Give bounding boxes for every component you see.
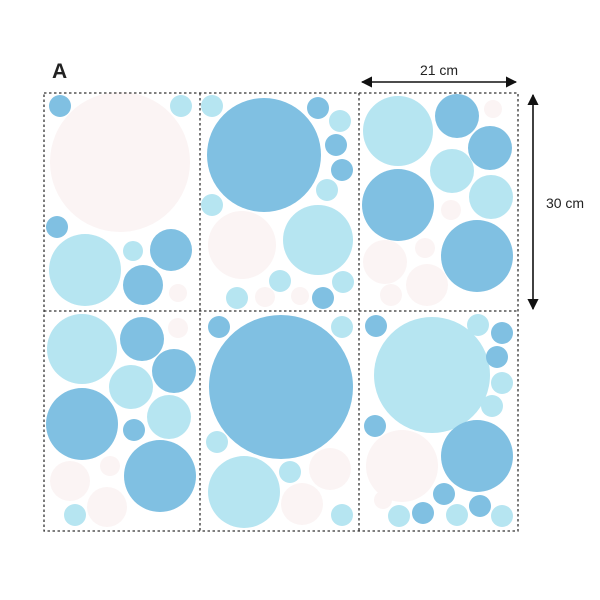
dark-blue-dot (207, 98, 321, 212)
blush-dot (168, 318, 188, 338)
light-blue-dot (170, 95, 192, 117)
light-blue-dot (49, 234, 121, 306)
dark-blue-dot (486, 346, 508, 368)
blush-dot (380, 284, 402, 306)
dark-blue-dot (208, 316, 230, 338)
light-blue-dot (316, 179, 338, 201)
blush-dot (366, 430, 438, 502)
light-blue-dot (123, 241, 143, 261)
sheet-grid (43, 92, 519, 532)
dark-blue-dot (123, 265, 163, 305)
blush-dot (87, 487, 127, 527)
dark-blue-dot (435, 94, 479, 138)
light-blue-dot (109, 365, 153, 409)
variant-label: A (52, 60, 67, 83)
light-blue-dot (467, 314, 489, 336)
height-label: 30 cm (546, 195, 584, 211)
blush-dot (281, 483, 323, 525)
width-label: 21 cm (420, 62, 458, 78)
light-blue-dot (279, 461, 301, 483)
light-blue-dot (481, 395, 503, 417)
light-blue-dot (331, 504, 353, 526)
dark-blue-dot (325, 134, 347, 156)
dark-blue-dot (209, 315, 353, 459)
dark-blue-dot (120, 317, 164, 361)
light-blue-dot (206, 431, 228, 453)
dark-blue-dot (412, 502, 434, 524)
blush-dot (291, 287, 309, 305)
dark-blue-dot (123, 419, 145, 441)
light-blue-dot (147, 395, 191, 439)
blush-dot (100, 456, 120, 476)
blush-dot (363, 240, 407, 284)
light-blue-dot (47, 314, 117, 384)
dark-blue-dot (362, 169, 434, 241)
light-blue-dot (374, 317, 490, 433)
dark-blue-dot (468, 126, 512, 170)
light-blue-dot (201, 95, 223, 117)
light-blue-dot (226, 287, 248, 309)
width-dimension: 21 cm (360, 62, 518, 88)
light-blue-dot (332, 271, 354, 293)
dark-blue-dot (49, 95, 71, 117)
blush-dot (255, 287, 275, 307)
blush-dot (309, 448, 351, 490)
dark-blue-dot (307, 97, 329, 119)
dot-group (46, 92, 513, 528)
blush-dot (415, 238, 435, 258)
sheet-outline (43, 92, 519, 532)
dark-blue-dot (441, 220, 513, 292)
blush-dot (441, 200, 461, 220)
dark-blue-dot (46, 216, 68, 238)
light-blue-dot (388, 505, 410, 527)
dark-blue-dot (124, 440, 196, 512)
light-blue-dot (283, 205, 353, 275)
light-blue-dot (329, 110, 351, 132)
dark-blue-dot (150, 229, 192, 271)
light-blue-dot (64, 504, 86, 526)
light-blue-dot (491, 372, 513, 394)
light-blue-dot (331, 316, 353, 338)
dark-blue-dot (46, 388, 118, 460)
blush-dot (484, 100, 502, 118)
light-blue-dot (491, 505, 513, 527)
dark-blue-dot (152, 349, 196, 393)
dark-blue-dot (365, 315, 387, 337)
light-blue-dot (430, 149, 474, 193)
light-blue-dot (469, 175, 513, 219)
dark-blue-dot (433, 483, 455, 505)
blush-dot (208, 211, 276, 279)
light-blue-dot (269, 270, 291, 292)
blush-dot (406, 264, 448, 306)
dark-blue-dot (312, 287, 334, 309)
dark-blue-dot (364, 415, 386, 437)
blush-dot (169, 284, 187, 302)
dark-blue-dot (469, 495, 491, 517)
height-dimension: 30 cm (527, 93, 584, 311)
dark-blue-dot (491, 322, 513, 344)
dark-blue-dot (331, 159, 353, 181)
light-blue-dot (201, 194, 223, 216)
dark-blue-dot (441, 420, 513, 492)
light-blue-dot (363, 96, 433, 166)
light-blue-dot (446, 504, 468, 526)
blush-dot (374, 491, 392, 509)
light-blue-dot (208, 456, 280, 528)
blush-dot (50, 461, 90, 501)
blush-dot (50, 92, 190, 232)
